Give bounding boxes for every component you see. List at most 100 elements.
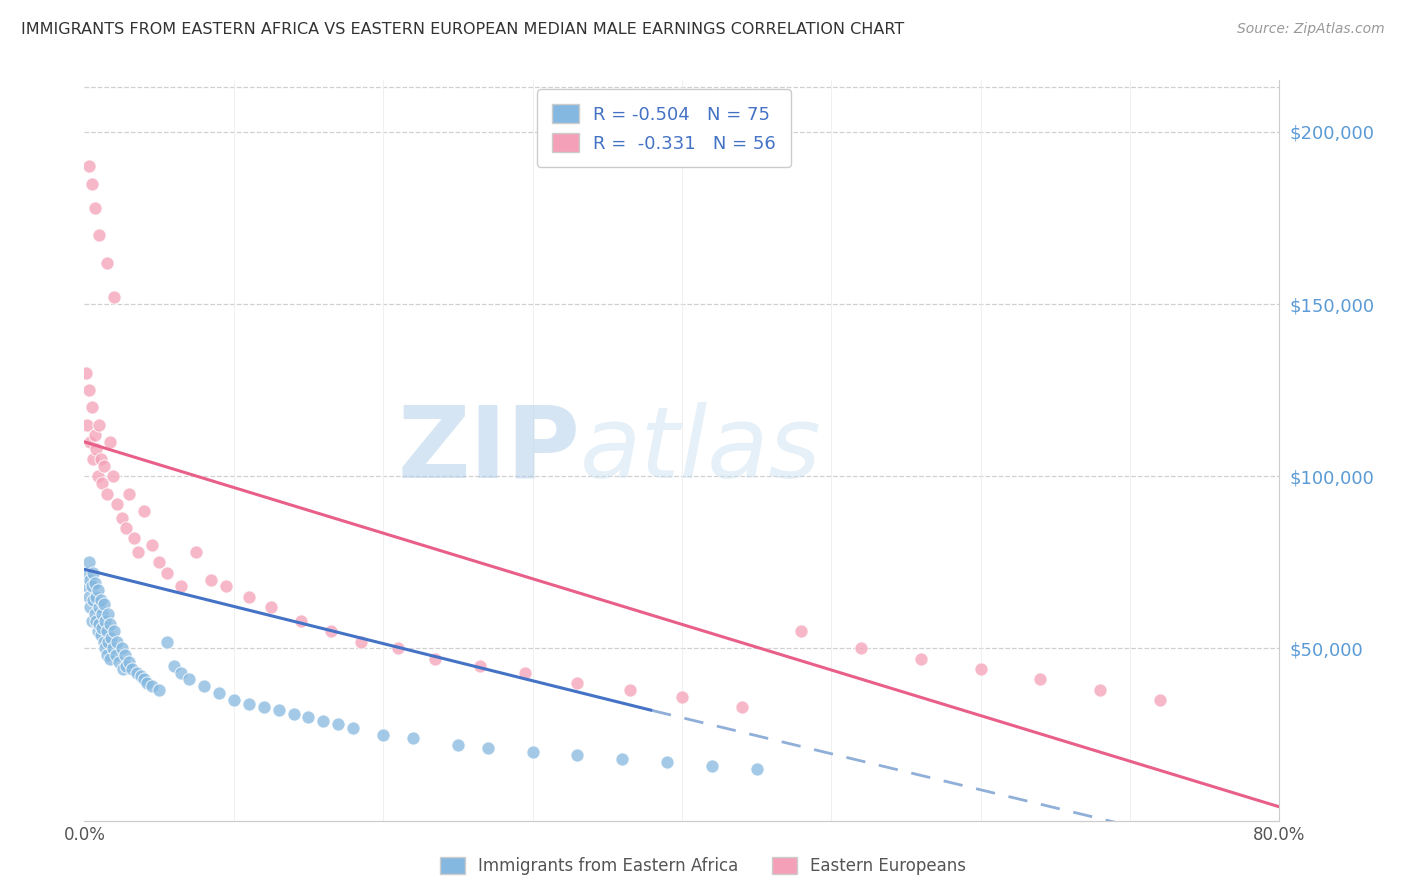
Point — [104, 648, 127, 663]
Point — [79, 573, 101, 587]
Point — [75, 566, 97, 580]
Point — [83, 576, 105, 591]
Point — [96, 648, 118, 663]
Point — [350, 634, 373, 648]
Point — [387, 641, 409, 656]
Point — [290, 614, 312, 628]
Point — [260, 600, 283, 615]
Point — [186, 545, 208, 559]
Point — [91, 621, 114, 635]
Point — [163, 658, 186, 673]
Point — [141, 679, 163, 693]
Point — [90, 452, 112, 467]
Point — [76, 579, 98, 593]
Point — [105, 497, 128, 511]
Point — [90, 593, 112, 607]
Point — [148, 555, 170, 569]
Point — [513, 665, 536, 680]
Point — [79, 434, 101, 449]
Text: IMMIGRANTS FROM EASTERN AFRICA VS EASTERN EUROPEAN MEDIAN MALE EARNINGS CORRELAT: IMMIGRANTS FROM EASTERN AFRICA VS EASTER… — [21, 22, 904, 37]
Point — [312, 714, 335, 728]
Point — [91, 607, 114, 621]
Point — [93, 597, 115, 611]
Point — [83, 428, 105, 442]
Point — [111, 510, 134, 524]
Point — [155, 634, 177, 648]
Point — [129, 669, 152, 683]
Point — [328, 717, 350, 731]
Point — [567, 676, 589, 690]
Point — [115, 658, 138, 673]
Point — [93, 458, 115, 473]
Point — [671, 690, 693, 704]
Text: atlas: atlas — [581, 402, 823, 499]
Point — [136, 676, 159, 690]
Point — [107, 655, 129, 669]
Point — [342, 721, 364, 735]
Text: ZIP: ZIP — [398, 402, 581, 499]
Point — [253, 700, 276, 714]
Point — [86, 590, 108, 604]
Point — [118, 655, 141, 669]
Point — [100, 631, 122, 645]
Point — [238, 590, 260, 604]
Point — [98, 617, 121, 632]
Point — [612, 752, 634, 766]
Point — [77, 160, 100, 174]
Point — [77, 590, 100, 604]
Point — [148, 682, 170, 697]
Point — [96, 256, 118, 270]
Point — [83, 607, 105, 621]
Point — [87, 582, 110, 597]
Point — [470, 658, 492, 673]
Point — [77, 555, 100, 569]
Point — [80, 177, 103, 191]
Point — [96, 486, 118, 500]
Point — [97, 634, 120, 648]
Point — [114, 648, 136, 663]
Point — [101, 469, 124, 483]
Point — [90, 628, 112, 642]
Point — [193, 679, 215, 693]
Point — [105, 634, 128, 648]
Point — [82, 593, 104, 607]
Point — [215, 579, 238, 593]
Point — [208, 686, 231, 700]
Point — [96, 624, 118, 639]
Point — [141, 538, 163, 552]
Point — [101, 641, 124, 656]
Point — [132, 504, 156, 518]
Point — [373, 727, 395, 741]
Point — [83, 201, 105, 215]
Point — [98, 652, 121, 666]
Point — [970, 662, 993, 676]
Point — [80, 614, 103, 628]
Point — [89, 600, 111, 615]
Point — [283, 706, 305, 721]
Point — [655, 755, 678, 769]
Point — [86, 614, 108, 628]
Point — [111, 641, 134, 656]
Point — [477, 741, 499, 756]
Point — [103, 624, 125, 639]
Point — [121, 662, 143, 676]
Point — [1149, 693, 1171, 707]
Point — [1029, 673, 1052, 687]
Point — [127, 545, 149, 559]
Point — [619, 682, 641, 697]
Point — [319, 624, 342, 639]
Point — [91, 476, 114, 491]
Point — [93, 634, 115, 648]
Point — [79, 600, 101, 615]
Point — [94, 614, 117, 628]
Point — [80, 579, 103, 593]
Point — [89, 617, 111, 632]
Point — [425, 652, 447, 666]
Point — [112, 662, 135, 676]
Point — [1090, 682, 1112, 697]
Point — [790, 624, 813, 639]
Point — [851, 641, 873, 656]
Point — [155, 566, 177, 580]
Point — [745, 762, 768, 776]
Point — [297, 710, 319, 724]
